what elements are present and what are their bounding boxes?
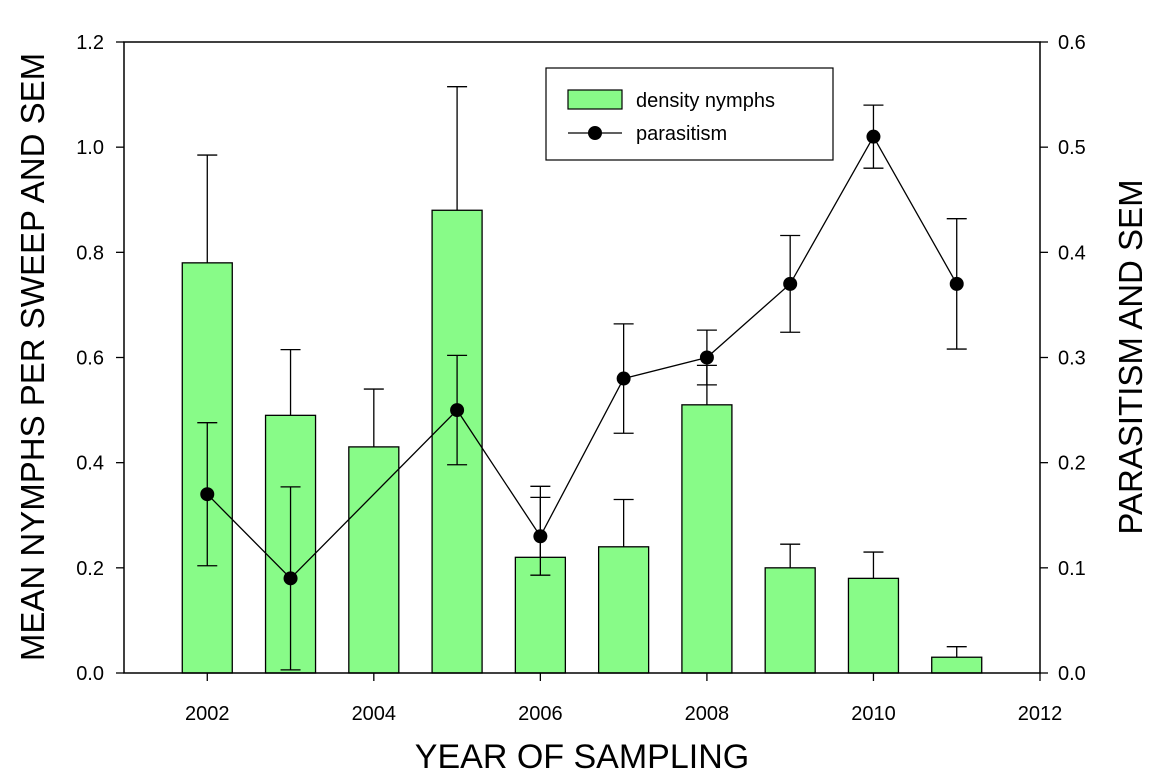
bar-2007 (597, 546, 650, 674)
parasitism-point-2010 (866, 129, 881, 144)
y-right-tick-label-6: 0.6 (1058, 32, 1086, 54)
axes-layer: 2002 2004 2006 2008 2010 2012 0.0 0.2 0.4 0.6 0.8 1… (76, 32, 1086, 725)
y-left-tick-label-0: 0.0 (76, 663, 104, 685)
y-right-tick-label-5: 0.5 (1058, 137, 1086, 159)
bar-2011 (931, 656, 983, 674)
bar-error-2010 (863, 551, 884, 579)
parasitism-point-2002 (200, 487, 215, 502)
x-tick-label-2010: 2010 (851, 703, 896, 725)
legend-box (545, 67, 834, 161)
y-axis-right-label: PARASITISM AND SEM (1112, 179, 1149, 534)
bar-error-2011 (946, 646, 967, 658)
legend-marker-parasitism (588, 126, 602, 140)
y-right-tick-label-2: 0.2 (1058, 453, 1086, 475)
bar-error-2004 (363, 388, 384, 447)
y-left-tick-label-3: 0.6 (76, 348, 104, 370)
parasitism-point-2003 (283, 571, 298, 586)
parasitism-point-2011 (949, 276, 964, 291)
bar-2008 (681, 404, 733, 674)
bar-error-2003 (280, 348, 301, 416)
legend: density nymphs parasitism (545, 67, 834, 161)
y-right-tick-label-1: 0.1 (1058, 558, 1086, 580)
y-left-tick-label-6: 1.2 (76, 32, 104, 54)
y-right-tick-label-4: 0.4 (1058, 242, 1086, 264)
legend-swatch-density-nymphs (567, 89, 623, 110)
legend-label-density-nymphs: density nymphs (636, 90, 775, 112)
y-left-tick-label-1: 0.2 (76, 558, 104, 580)
x-tick-label-2006: 2006 (518, 703, 563, 725)
parasitism-point-2009 (783, 276, 798, 291)
bar-2009 (764, 567, 816, 674)
y-left-tick-label-2: 0.4 (76, 453, 104, 475)
bar-error-2007 (613, 498, 634, 547)
bar-2006 (514, 556, 567, 674)
parasitism-point-2008 (699, 350, 714, 365)
x-tick-label-2008: 2008 (685, 703, 730, 725)
parasitism-point-2007 (616, 371, 631, 386)
line-layer (197, 104, 967, 671)
bar-2010 (847, 577, 900, 674)
parasitism-point-2005 (450, 403, 465, 418)
y-right-tick-label-3: 0.3 (1058, 348, 1086, 370)
bar-error-2009 (780, 543, 801, 568)
bar-error-2005 (447, 86, 468, 211)
parasitism-point-2006 (533, 529, 548, 544)
bar-2004 (348, 446, 400, 674)
bar-error-2002 (197, 154, 218, 263)
x-tick-label-2012: 2012 (1018, 703, 1063, 725)
x-tick-label-2002: 2002 (185, 703, 230, 725)
y-right-tick-label-0: 0.0 (1058, 663, 1086, 685)
y-left-tick-label-4: 0.8 (76, 242, 104, 264)
x-axis-label: YEAR OF SAMPLING (415, 738, 749, 776)
x-tick-label-2004: 2004 (352, 703, 397, 725)
y-axis-left-label: MEAN NYMPHS PER SWEEP AND SEM (14, 53, 51, 661)
y-left-tick-label-5: 1.0 (76, 137, 104, 159)
legend-label-parasitism: parasitism (636, 123, 727, 145)
